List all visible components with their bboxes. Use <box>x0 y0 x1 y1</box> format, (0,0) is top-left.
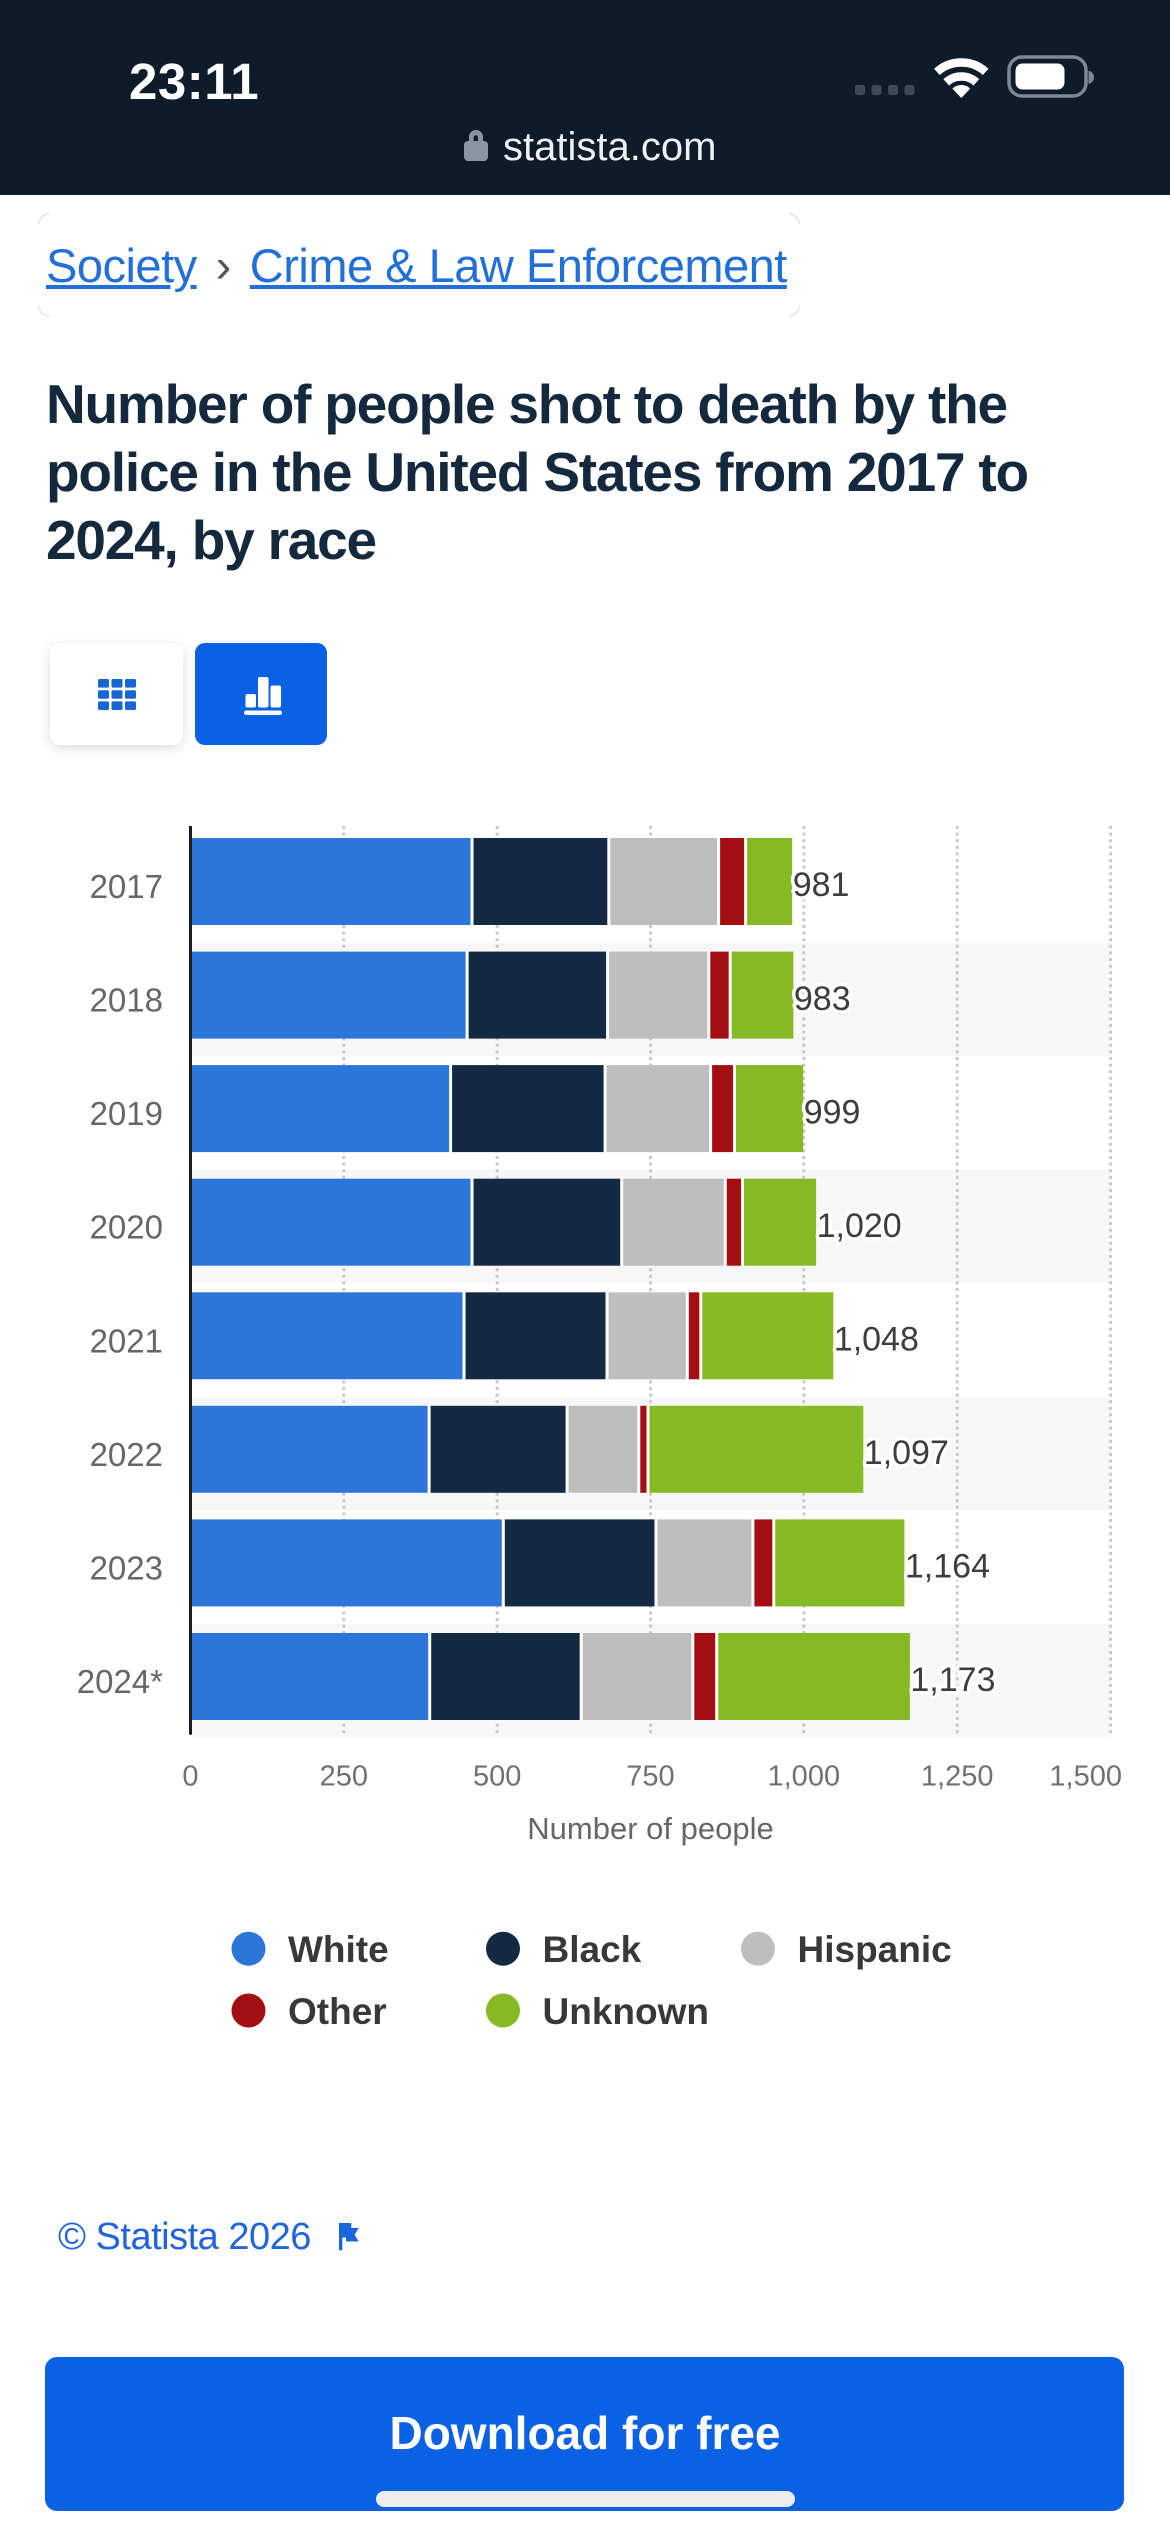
svg-text:Hispanic: Hispanic <box>798 1929 952 1970</box>
svg-text:1,173: 1,173 <box>910 1661 995 1699</box>
svg-text:2022: 2022 <box>90 1436 163 1473</box>
svg-text:2024*: 2024* <box>77 1663 163 1700</box>
svg-text:White: White <box>288 1929 389 1970</box>
svg-text:500: 500 <box>473 1761 521 1793</box>
svg-text:750: 750 <box>626 1761 674 1793</box>
svg-text:1,164: 1,164 <box>905 1548 990 1586</box>
svg-text:2018: 2018 <box>90 982 163 1019</box>
svg-text:1,020: 1,020 <box>817 1207 902 1245</box>
svg-text:983: 983 <box>794 980 851 1018</box>
svg-text:Other: Other <box>288 1991 387 2032</box>
svg-text:1,250: 1,250 <box>921 1761 994 1793</box>
svg-text:1,097: 1,097 <box>864 1434 949 1472</box>
svg-text:250: 250 <box>320 1761 368 1793</box>
svg-text:0: 0 <box>182 1761 198 1793</box>
svg-text:Black: Black <box>543 1929 642 1970</box>
svg-text:981: 981 <box>793 866 850 904</box>
svg-text:1,048: 1,048 <box>834 1321 919 1359</box>
svg-text:Number of people: Number of people <box>527 1811 773 1846</box>
svg-text:2019: 2019 <box>90 1095 163 1132</box>
svg-text:1,000: 1,000 <box>768 1761 841 1793</box>
svg-text:2023: 2023 <box>90 1549 163 1586</box>
svg-text:999: 999 <box>804 1093 861 1131</box>
svg-text:2017: 2017 <box>90 868 163 905</box>
svg-text:2021: 2021 <box>90 1322 163 1359</box>
svg-text:2020: 2020 <box>90 1209 163 1246</box>
svg-text:1,500: 1,500 <box>1049 1761 1122 1793</box>
svg-text:Unknown: Unknown <box>543 1991 709 2032</box>
